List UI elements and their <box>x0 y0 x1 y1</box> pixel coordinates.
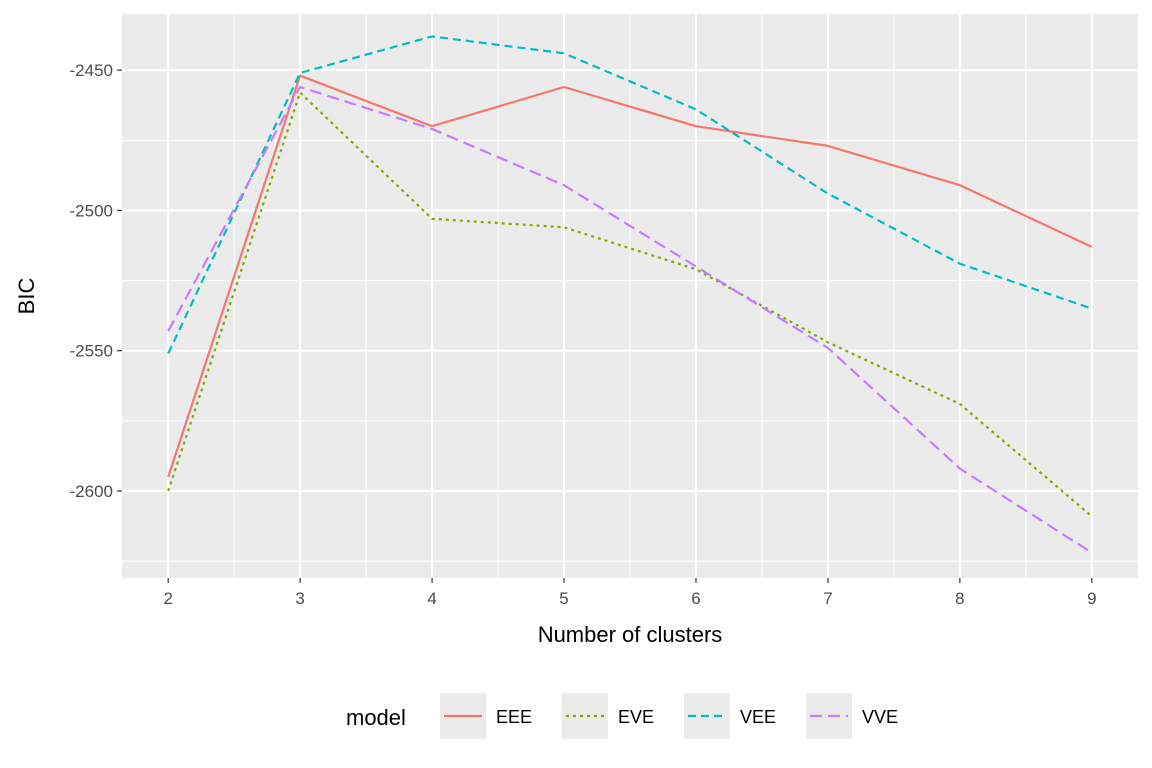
x-tick-label: 4 <box>427 589 436 608</box>
x-tick-label: 7 <box>823 589 832 608</box>
legend-label-vve: VVE <box>862 707 898 727</box>
series-line-vve <box>167 85 1093 554</box>
legend-key-eve <box>562 693 608 739</box>
x-axis: 2 3 4 5 6 7 8 9 <box>163 578 1097 608</box>
x-tick-label: 8 <box>955 589 964 608</box>
legend-label-eee: EEE <box>496 707 532 727</box>
y-axis-title: BIC <box>14 278 39 315</box>
legend-title: model <box>346 705 406 730</box>
series-line-eve <box>167 91 1093 518</box>
x-axis-title: Number of clusters <box>538 622 723 647</box>
y-tick-label: -2600 <box>70 482 113 501</box>
x-tick-label: 6 <box>691 589 700 608</box>
legend-label-eve: EVE <box>618 707 654 727</box>
y-tick-label: -2500 <box>70 201 113 220</box>
x-tick-label: 3 <box>295 589 304 608</box>
y-tick-label: -2450 <box>70 61 113 80</box>
x-tick-label: 9 <box>1087 589 1096 608</box>
y-tick-label: -2550 <box>70 342 113 361</box>
y-axis: -2600 -2550 -2500 -2450 <box>70 61 122 501</box>
major-gridlines <box>122 14 1138 578</box>
series-line-eee <box>167 74 1093 478</box>
minor-gridlines <box>122 14 1138 578</box>
x-tick-label: 2 <box>163 589 172 608</box>
legend-label-vee: VEE <box>740 707 776 727</box>
series-line-vee <box>167 35 1093 354</box>
x-tick-label: 5 <box>559 589 568 608</box>
legend: model EEE EVE VEE VVE <box>346 693 898 739</box>
series-lines <box>167 35 1093 554</box>
